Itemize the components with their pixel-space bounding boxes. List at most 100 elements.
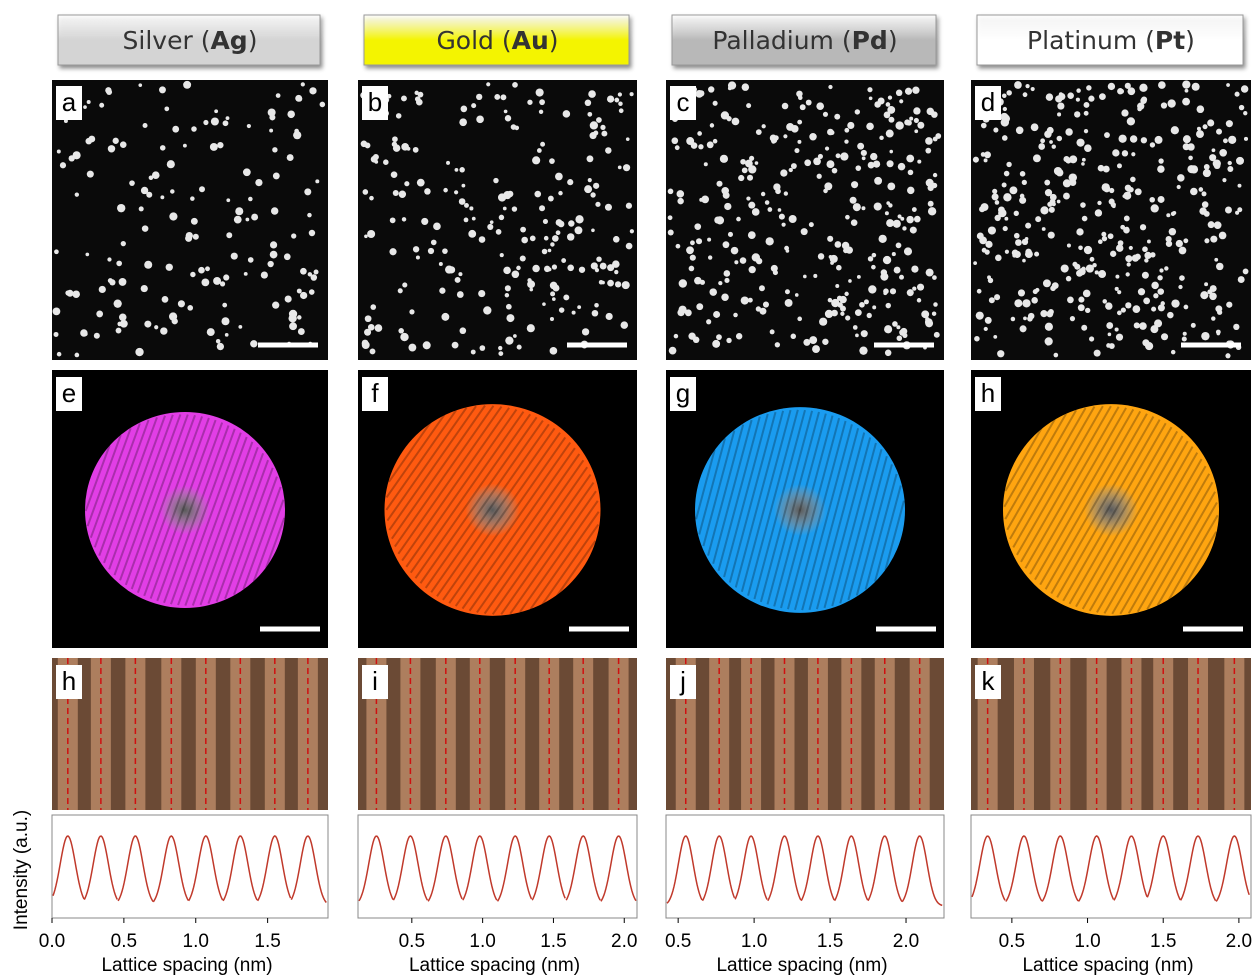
nanoparticle bbox=[832, 168, 838, 174]
nanoparticle bbox=[806, 100, 812, 106]
nanoparticle bbox=[170, 189, 175, 194]
nanoparticle bbox=[144, 321, 151, 328]
nanoparticle bbox=[874, 177, 882, 185]
nanoparticle bbox=[550, 282, 558, 290]
nanoparticle bbox=[668, 229, 674, 235]
nanoparticle bbox=[1081, 325, 1087, 331]
nanoparticle bbox=[543, 219, 548, 224]
nanoparticle bbox=[855, 309, 862, 316]
nanoparticle bbox=[1031, 87, 1035, 91]
nanoparticle bbox=[498, 346, 502, 350]
nanoparticle bbox=[483, 306, 491, 314]
nanoparticle bbox=[431, 240, 437, 246]
nanoparticle bbox=[1070, 316, 1075, 321]
nanoparticle bbox=[464, 218, 469, 223]
nanoparticle bbox=[1061, 264, 1069, 272]
nanoparticle bbox=[1104, 132, 1110, 138]
nanoparticle bbox=[1141, 137, 1147, 143]
nanoparticle bbox=[396, 113, 402, 119]
nanoparticle bbox=[1054, 353, 1059, 358]
nanoparticle bbox=[532, 156, 540, 164]
nanoparticle bbox=[1066, 276, 1071, 281]
nanoparticle bbox=[1171, 299, 1179, 307]
nanoparticle bbox=[1125, 227, 1130, 232]
nanoparticle bbox=[1204, 282, 1208, 286]
nanoparticle bbox=[1225, 207, 1232, 214]
nanoparticle bbox=[693, 337, 700, 344]
x-tick-label: 1.5 bbox=[1150, 931, 1176, 952]
nanoparticle bbox=[503, 191, 511, 199]
nanoparticle bbox=[857, 275, 861, 279]
x-tick-label: 1.0 bbox=[1074, 931, 1100, 952]
nanoparticle bbox=[183, 81, 191, 89]
nanoparticle bbox=[362, 341, 370, 349]
nanoparticle bbox=[1082, 216, 1088, 222]
nanoparticle bbox=[85, 138, 91, 144]
nanoparticle bbox=[912, 87, 919, 94]
nanoparticle bbox=[190, 272, 195, 277]
nanoparticle bbox=[1219, 232, 1227, 240]
nanoparticle bbox=[861, 330, 868, 337]
nanoparticle bbox=[716, 334, 722, 340]
nanoparticle bbox=[921, 310, 929, 318]
nanoparticle bbox=[162, 296, 169, 303]
nanoparticle bbox=[748, 231, 756, 239]
nanoparticle bbox=[679, 279, 687, 287]
nanoparticle bbox=[304, 188, 311, 195]
nanoparticle bbox=[710, 288, 717, 295]
nanoparticle bbox=[1166, 213, 1170, 217]
nanoparticle bbox=[816, 102, 824, 110]
nanoparticle bbox=[861, 206, 865, 210]
nanoparticle bbox=[512, 206, 517, 211]
nanoparticle bbox=[506, 304, 512, 310]
nanoparticle bbox=[1004, 171, 1010, 177]
nanoparticle bbox=[612, 260, 620, 268]
nanoparticle bbox=[995, 200, 1000, 205]
nanoparticle bbox=[1132, 305, 1140, 313]
panel-letter: b bbox=[368, 87, 382, 117]
nanoparticle bbox=[724, 203, 731, 210]
nanoparticle bbox=[912, 287, 916, 291]
nanoparticle bbox=[857, 143, 864, 150]
nanoparticle bbox=[116, 328, 122, 334]
nanoparticle bbox=[505, 115, 511, 121]
nanoparticle bbox=[763, 302, 769, 308]
nanoparticle bbox=[160, 195, 164, 199]
nanoparticle bbox=[868, 162, 875, 169]
nanoparticle bbox=[859, 347, 867, 355]
nanoparticle bbox=[1171, 350, 1175, 354]
nanoparticle bbox=[1098, 165, 1105, 172]
nanoparticle bbox=[825, 146, 829, 150]
nanoparticle bbox=[443, 188, 448, 193]
nanoparticle bbox=[1147, 240, 1151, 244]
nanoparticle bbox=[992, 193, 999, 200]
nanoparticle bbox=[819, 318, 827, 326]
nanoparticle bbox=[1042, 227, 1046, 231]
nanoparticle bbox=[1014, 299, 1022, 307]
nanoparticle bbox=[314, 270, 319, 275]
nanoparticle bbox=[247, 124, 251, 128]
nanoparticle bbox=[868, 285, 876, 293]
nanoparticle bbox=[544, 266, 550, 272]
nanoparticle bbox=[1202, 191, 1207, 196]
nanoparticle bbox=[784, 191, 788, 195]
nanoparticle bbox=[818, 253, 825, 260]
x-tick-label: 1.0 bbox=[469, 931, 495, 952]
nanoparticle bbox=[801, 228, 808, 235]
nanoparticle bbox=[1228, 161, 1232, 165]
nanoparticle bbox=[478, 290, 485, 297]
nanoparticle bbox=[626, 203, 632, 209]
nanoparticle bbox=[973, 261, 977, 265]
x-tick-label: 1.5 bbox=[254, 931, 280, 952]
nanoparticle bbox=[1004, 217, 1008, 221]
nanoparticle bbox=[585, 100, 592, 107]
nanoparticle bbox=[736, 333, 742, 339]
nanoparticle bbox=[365, 315, 372, 322]
nanoparticle bbox=[677, 198, 683, 204]
x-axis-label: Lattice spacing (nm) bbox=[1022, 955, 1193, 976]
nanoparticle bbox=[393, 190, 399, 196]
nanoparticle bbox=[1216, 263, 1223, 270]
nanoparticle bbox=[761, 192, 765, 196]
nanoparticle bbox=[1069, 173, 1077, 181]
nanoparticle bbox=[1203, 124, 1208, 129]
